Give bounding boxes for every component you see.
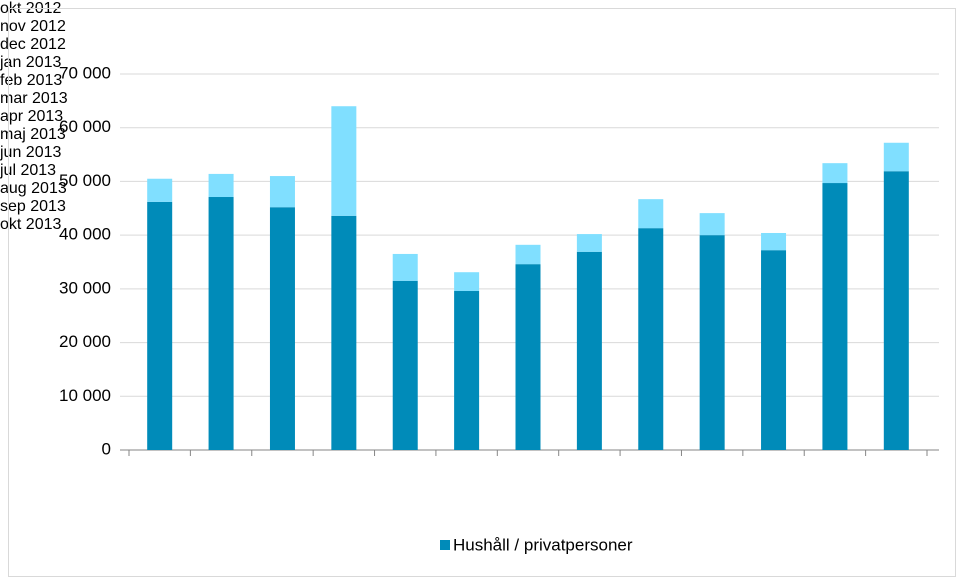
- bar: [638, 199, 664, 229]
- bar: [699, 213, 725, 236]
- x-tick-label: feb 2013: [0, 72, 63, 89]
- y-tick-label: 0: [102, 439, 111, 458]
- y-tick-label: 70 000: [59, 63, 111, 82]
- bar: [269, 176, 295, 208]
- bar: [699, 235, 725, 450]
- legend-label: Hushåll / privatpersoner: [453, 535, 633, 554]
- bar: [576, 234, 602, 252]
- bar: [883, 171, 909, 451]
- bar: [147, 178, 173, 202]
- bar: [392, 253, 418, 281]
- bar: [883, 142, 909, 172]
- bar: [331, 106, 357, 216]
- x-tick-label: jun 2013: [0, 144, 62, 161]
- bar: [761, 232, 787, 251]
- y-tick-label: 60 000: [59, 117, 111, 136]
- bar: [331, 215, 357, 450]
- bar: [208, 197, 234, 450]
- bar: [392, 280, 418, 450]
- bar: [269, 207, 295, 450]
- x-tick-label: nov 2012: [0, 18, 66, 35]
- x-tick-label: okt 2013: [0, 216, 62, 233]
- bar: [454, 291, 480, 450]
- x-tick-label: mar 2013: [0, 90, 68, 107]
- bar: [576, 251, 602, 450]
- y-tick-label: 30 000: [59, 278, 111, 297]
- bar: [515, 264, 541, 450]
- bar: [454, 272, 480, 292]
- bar: [515, 244, 541, 265]
- y-tick-label: 10 000: [59, 386, 111, 405]
- bar: [822, 183, 848, 451]
- y-tick-label: 20 000: [59, 332, 111, 351]
- bar: [208, 173, 234, 198]
- x-tick-label: jul 2013: [0, 162, 57, 179]
- x-tick-label: dec 2012: [0, 36, 66, 53]
- y-tick-label: 40 000: [59, 225, 111, 244]
- legend-swatch: [440, 540, 450, 550]
- bar: [761, 250, 787, 450]
- x-tick-label: apr 2013: [0, 108, 64, 125]
- bar: [638, 228, 664, 450]
- y-tick-label: 50 000: [59, 171, 111, 190]
- x-tick-label: jan 2013: [0, 54, 62, 71]
- bar: [147, 201, 173, 450]
- x-tick-label: maj 2013: [0, 126, 66, 143]
- x-tick-label: aug 2013: [0, 180, 67, 197]
- bar: [822, 163, 848, 184]
- x-tick-label: sep 2013: [0, 198, 66, 215]
